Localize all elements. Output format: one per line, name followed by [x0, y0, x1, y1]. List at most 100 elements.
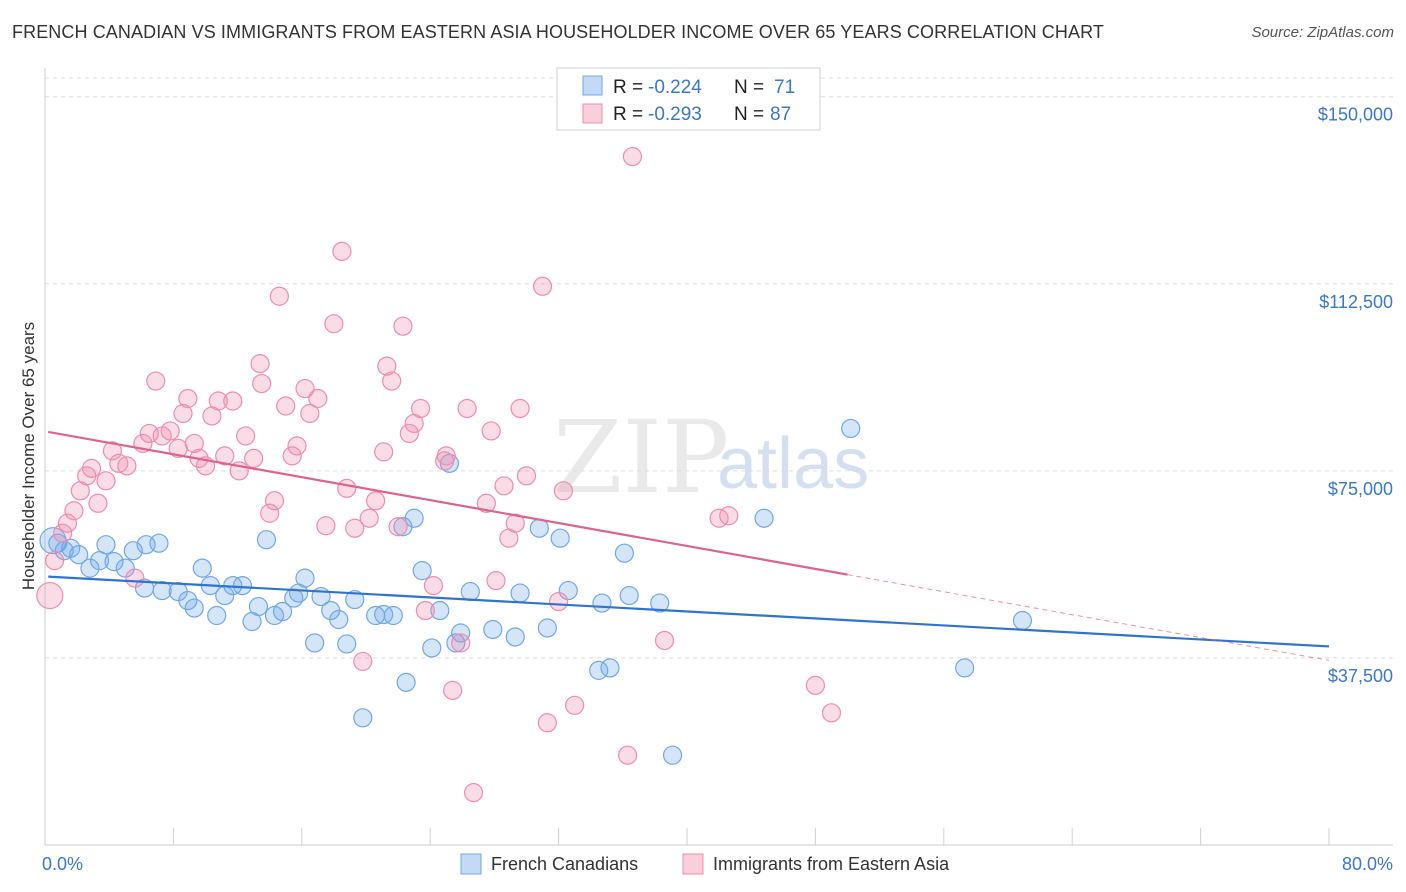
point-french-canadians	[422, 638, 442, 658]
point-eastern-asia	[443, 680, 463, 700]
point-eastern-asia	[88, 493, 108, 513]
trend-line-french-canadians	[48, 575, 1330, 648]
point-french-canadians	[483, 619, 503, 640]
stats-n-value-1: 71	[774, 77, 795, 98]
point-french-canadians	[446, 633, 466, 653]
stats-n-label-1: N =	[734, 77, 764, 98]
point-eastern-asia	[821, 703, 842, 723]
point-french-canadians	[592, 593, 612, 613]
point-eastern-asia	[510, 398, 530, 419]
point-french-canadians	[149, 533, 169, 553]
point-eastern-asia	[805, 675, 826, 695]
point-eastern-asia	[244, 448, 264, 468]
point-french-canadians	[396, 672, 416, 692]
point-eastern-asia	[388, 517, 408, 537]
point-french-canadians	[537, 618, 557, 638]
point-french-canadians	[115, 558, 135, 578]
stats-r-value-1: -0.224	[648, 77, 702, 98]
point-eastern-asia	[300, 403, 320, 424]
point-eastern-asia	[457, 398, 477, 419]
point-french-canadians	[104, 552, 124, 572]
point-eastern-asia	[332, 241, 352, 261]
point-eastern-asia	[548, 591, 569, 612]
trend-lines	[48, 430, 1330, 661]
point-eastern-asia	[565, 695, 585, 715]
point-eastern-asia	[359, 508, 379, 528]
point-eastern-asia	[53, 523, 73, 543]
point-french-canadians	[505, 627, 525, 647]
point-eastern-asia	[282, 446, 302, 466]
point-eastern-asia	[377, 356, 397, 376]
point-eastern-asia	[160, 421, 180, 441]
stats-box: R = -0.224 N = 71 R = -0.293 N = 87	[556, 67, 821, 131]
point-eastern-asia	[184, 433, 204, 454]
legend-swatch-french-canadians	[460, 853, 482, 875]
point-eastern-asia	[269, 286, 289, 306]
point-french-canadians	[152, 580, 172, 601]
point-french-canadians	[295, 568, 315, 588]
point-eastern-asia	[410, 398, 431, 419]
legend-swatch-eastern-asia	[682, 853, 704, 875]
point-french-canadians	[412, 561, 432, 581]
point-eastern-asia	[223, 391, 243, 411]
point-french-canadians	[589, 660, 609, 680]
y-axis-title: Householder Income Over 65 years	[19, 322, 38, 590]
point-french-canadians	[619, 585, 639, 606]
stats-r-label-2: R =	[613, 104, 643, 125]
point-eastern-asia	[337, 478, 357, 498]
trend-line-eastern-asia-extension	[847, 574, 1330, 661]
point-eastern-asia	[295, 378, 315, 399]
point-french-canadians	[96, 535, 116, 555]
point-eastern-asia	[382, 371, 402, 391]
point-french-canadians	[383, 605, 403, 626]
data-points	[36, 146, 1033, 803]
stats-swatch-eastern-asia	[582, 103, 603, 124]
point-french-canadians	[662, 745, 683, 765]
point-eastern-asia	[316, 516, 336, 536]
point-eastern-asia	[415, 600, 435, 621]
point-french-canadians	[614, 543, 635, 563]
y-tick-label: $37,500	[1328, 666, 1393, 686]
point-french-canadians	[1012, 610, 1033, 631]
point-eastern-asia	[366, 491, 386, 511]
point-french-canadians	[955, 658, 975, 678]
point-eastern-asia	[476, 493, 496, 513]
point-eastern-asia	[618, 745, 638, 765]
point-eastern-asia	[463, 783, 484, 803]
trend-line-eastern-asia	[48, 430, 848, 576]
point-french-canadians	[305, 633, 325, 653]
point-french-canadians	[69, 545, 89, 565]
point-french-canadians	[80, 558, 100, 578]
point-french-canadians	[374, 604, 394, 625]
point-french-canadians	[256, 530, 277, 550]
point-eastern-asia	[374, 442, 394, 462]
point-eastern-asia	[494, 476, 514, 496]
point-eastern-asia	[324, 314, 344, 334]
point-eastern-asia	[250, 353, 270, 374]
point-eastern-asia	[45, 551, 65, 571]
x-axis-ticks	[44, 828, 1330, 845]
point-eastern-asia	[516, 466, 537, 486]
point-eastern-asia	[393, 316, 413, 336]
chart-source: Source: ZipAtlas.com	[1251, 24, 1394, 41]
legend-label-eastern-asia: Immigrants from Eastern Asia	[713, 854, 950, 874]
watermark-atlas: atlas	[717, 424, 869, 504]
point-french-canadians	[841, 418, 861, 439]
point-eastern-asia	[178, 388, 198, 409]
stats-n-value-2: 87	[770, 104, 791, 125]
point-eastern-asia	[622, 146, 643, 167]
point-french-canadians	[650, 593, 670, 613]
point-eastern-asia	[64, 501, 84, 521]
point-eastern-asia	[236, 426, 256, 446]
x-tick-label-min: 0.0%	[42, 854, 83, 874]
point-eastern-asia	[215, 446, 235, 466]
point-french-canadians	[345, 589, 365, 610]
point-eastern-asia	[57, 513, 78, 533]
point-eastern-asia	[451, 633, 471, 653]
point-eastern-asia	[308, 388, 328, 409]
point-eastern-asia	[481, 421, 501, 441]
point-eastern-asia	[252, 373, 272, 394]
point-eastern-asia	[36, 581, 64, 610]
point-eastern-asia	[146, 371, 166, 391]
y-tick-labels: $37,500 $75,000 $112,500 $150,000	[1318, 105, 1393, 686]
